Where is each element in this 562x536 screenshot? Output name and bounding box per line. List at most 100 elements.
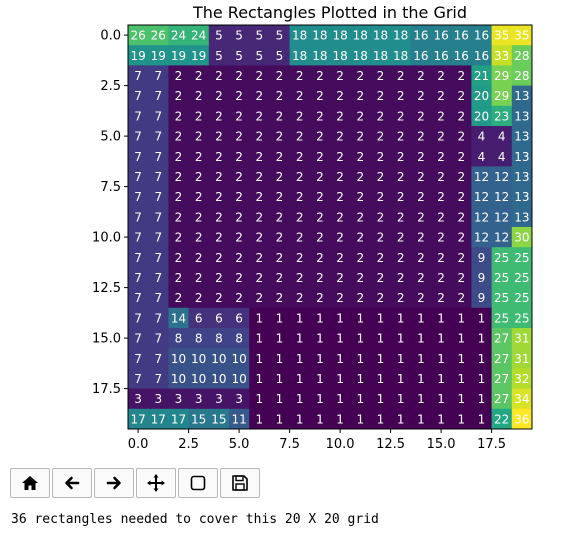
heatmap-cell	[309, 186, 331, 208]
heatmap-cell	[511, 45, 533, 66]
cell-value-label: 13	[514, 170, 529, 184]
cell-value-label: 7	[134, 332, 142, 346]
heatmap-cell	[350, 408, 371, 430]
cell-value-label: 1	[377, 412, 385, 426]
cell-value-label: 12	[474, 170, 489, 184]
cell-value-label: 2	[457, 271, 465, 285]
heatmap-cell	[289, 287, 311, 309]
heatmap-cell	[471, 25, 493, 46]
cell-value-label: 2	[437, 210, 445, 224]
heatmap-cell	[309, 307, 331, 329]
heatmap-cell	[350, 186, 371, 208]
cell-value-label: 2	[255, 109, 263, 123]
heatmap-cell	[330, 65, 351, 87]
heatmap-cell	[390, 348, 412, 369]
heatmap-cell	[511, 126, 533, 147]
heatmap-cell	[390, 65, 412, 87]
heatmap-cell	[330, 227, 351, 248]
home-button[interactable]	[10, 468, 50, 498]
back-arrow-icon	[65, 476, 80, 490]
heatmap-cell	[410, 186, 432, 208]
cell-value-label: 1	[276, 311, 284, 325]
heatmap-cell	[431, 146, 452, 167]
heatmap-cell	[431, 328, 452, 349]
heatmap-cell	[431, 166, 452, 188]
cell-value-label: 2	[195, 210, 203, 224]
cell-value-label: 7	[154, 109, 162, 123]
cell-value-label: 2	[235, 251, 243, 265]
save-button[interactable]	[220, 468, 260, 498]
heatmap-cell	[511, 328, 533, 349]
cell-value-label: 2	[195, 291, 203, 305]
heatmap-cell	[208, 166, 230, 188]
heatmap-cell	[410, 126, 432, 147]
cell-value-label: 2	[276, 190, 284, 204]
heatmap-cell	[188, 206, 210, 228]
heatmap-cell	[491, 408, 513, 430]
heatmap-cell	[350, 388, 371, 410]
back-button[interactable]	[52, 468, 92, 498]
forward-button[interactable]	[94, 468, 134, 498]
cell-value-label: 10	[171, 352, 186, 366]
cell-value-label: 2	[316, 89, 324, 103]
heatmap-cell	[188, 25, 210, 46]
cell-value-label: 2	[457, 251, 465, 265]
cell-value-label: 18	[292, 49, 307, 63]
cell-value-label: 7	[134, 190, 142, 204]
heatmap-cell	[511, 287, 533, 309]
pan-button[interactable]	[136, 468, 176, 498]
heatmap-cell	[229, 368, 250, 390]
heatmap-cell	[289, 388, 311, 410]
cell-value-label: 2	[397, 210, 405, 224]
cell-value-label: 7	[134, 69, 142, 83]
heatmap-cell	[431, 368, 452, 390]
cell-value-label: 1	[417, 392, 425, 406]
cell-value-label: 7	[154, 352, 162, 366]
heatmap-cell	[350, 146, 371, 167]
cell-value-label: 2	[397, 251, 405, 265]
cell-value-label: 2	[235, 69, 243, 83]
cell-value-label: 7	[134, 352, 142, 366]
heatmap-cell	[229, 105, 250, 127]
heatmap-chart: The Rectangles Plotted in the Grid 26 26 2…	[92, 3, 533, 452]
heatmap-cell	[208, 247, 230, 268]
cell-value-label: 2	[377, 190, 385, 204]
cell-value-label: 25	[514, 311, 529, 325]
heatmap-cell	[431, 45, 452, 66]
x-tick-label: 12.5	[376, 437, 405, 452]
cell-value-label: 5	[235, 49, 243, 63]
cell-value-label: 2	[336, 150, 344, 164]
heatmap-cell	[168, 267, 190, 289]
cell-value-label: 2	[255, 69, 263, 83]
heatmap-cell	[431, 287, 452, 309]
heatmap-cell	[188, 247, 210, 268]
heatmap-cell	[390, 388, 412, 410]
cell-value-label: 7	[134, 109, 142, 123]
heatmap-cell	[249, 287, 270, 309]
cell-value-label: 2	[397, 231, 405, 245]
heatmap-cell	[229, 287, 250, 309]
heatmap-cell	[350, 206, 371, 228]
heatmap-cell	[128, 227, 149, 248]
cell-value-label: 7	[134, 372, 142, 386]
heatmap-cell	[390, 126, 412, 147]
cell-value-label: 5	[215, 29, 223, 43]
cell-value-label: 2	[356, 251, 364, 265]
y-tick-label: 17.5	[92, 382, 121, 397]
cell-value-label: 19	[171, 49, 186, 63]
zoom-button[interactable]	[178, 468, 218, 498]
heatmap-cell	[128, 105, 149, 127]
heatmap-cell	[410, 408, 432, 430]
heatmap-cell	[330, 348, 351, 369]
cell-value-label: 16	[413, 29, 428, 43]
cell-value-label: 1	[397, 412, 405, 426]
heatmap-cell	[188, 85, 210, 107]
cell-value-label: 5	[235, 29, 243, 43]
cell-value-label: 20	[474, 109, 489, 123]
heatmap-cell	[511, 25, 533, 46]
heatmap-cell	[370, 348, 392, 369]
cell-value-label: 2	[175, 109, 183, 123]
cell-value-label: 2	[336, 271, 344, 285]
cell-value-label: 23	[494, 109, 509, 123]
cell-value-label: 2	[356, 89, 364, 103]
